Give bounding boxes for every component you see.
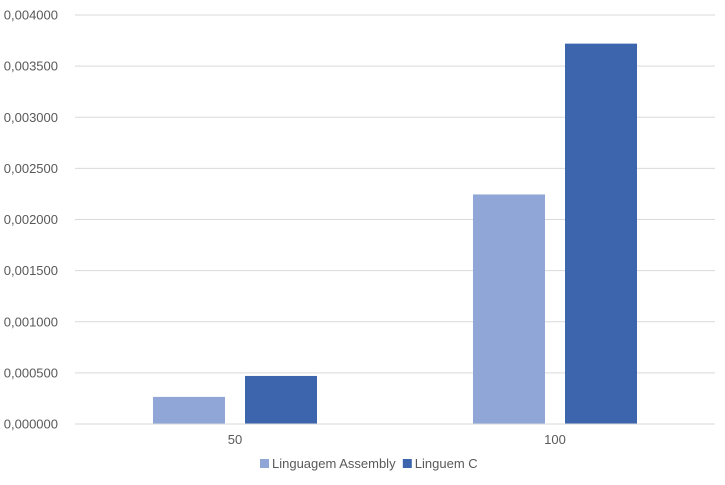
legend-swatch bbox=[402, 459, 412, 468]
y-tick-label: 0,001500 bbox=[4, 263, 58, 278]
y-tick-label: 0,003500 bbox=[4, 59, 58, 74]
y-tick-label: 0,002500 bbox=[4, 161, 58, 176]
y-tick-label: 0,001000 bbox=[4, 314, 58, 329]
bars bbox=[153, 43, 637, 424]
gridlines bbox=[75, 14, 715, 374]
bar-linguem-c-50 bbox=[245, 375, 317, 424]
bar-linguem-c-100 bbox=[565, 43, 637, 424]
bar-linguagem-assembly-50 bbox=[153, 396, 225, 424]
y-tick-label: 0,004000 bbox=[4, 8, 58, 23]
legend: Linguagem Assembly Linguem C bbox=[260, 456, 478, 471]
y-tick-label: 0,003000 bbox=[4, 110, 58, 125]
x-category-label: 50 bbox=[228, 432, 242, 447]
legend-entry: Linguagem Assembly bbox=[272, 456, 396, 471]
legend-swatch bbox=[260, 459, 269, 468]
y-tick-label: 0,000500 bbox=[4, 365, 58, 380]
y-tick-label: 0,000000 bbox=[4, 417, 58, 432]
bar-linguagem-assembly-100 bbox=[473, 194, 545, 424]
y-axis-tick-labels: 0,000000 0,000500 0,001000 0,001500 0,002000… bbox=[4, 8, 58, 432]
legend-entry: Linguem C bbox=[415, 456, 478, 471]
y-tick-label: 0,002000 bbox=[4, 212, 58, 227]
x-category-label: 100 bbox=[544, 432, 566, 447]
x-axis-category-labels: 50 100 bbox=[228, 432, 566, 447]
